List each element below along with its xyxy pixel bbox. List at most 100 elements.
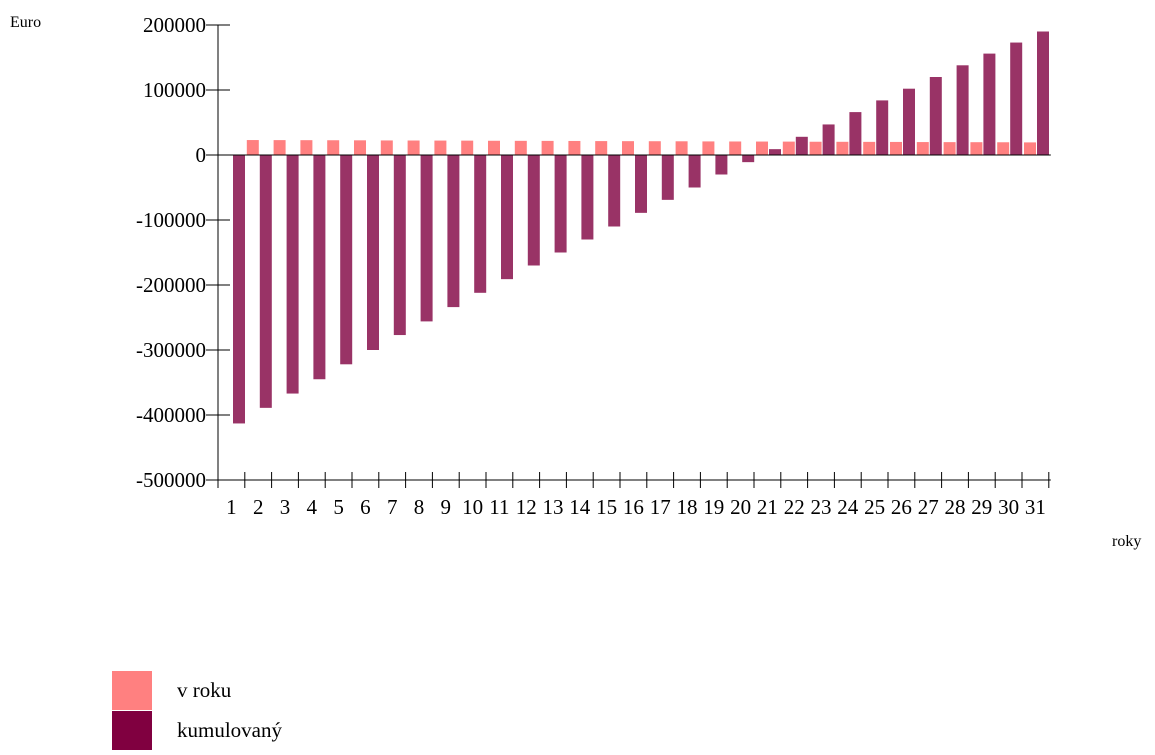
x-tick-label: 7 [387, 495, 398, 519]
legend-item-kumulovany: kumulovaný [112, 710, 282, 750]
bar-kumulovany-8 [420, 155, 433, 322]
bar-v-roku-21 [756, 141, 768, 155]
bar-v-roku-25 [863, 141, 876, 155]
bar-kumulovany-18 [688, 155, 701, 188]
bar-kumulovany-6 [367, 155, 379, 350]
legend-swatch-kumulovany [112, 710, 152, 750]
x-tick-label: 13 [543, 495, 564, 519]
y-tick-label: 0 [196, 143, 207, 167]
x-axis-label: roky [1112, 533, 1141, 550]
x-tick-label: 17 [650, 495, 671, 519]
legend-label-v-roku: v roku [177, 677, 232, 702]
bar-v-roku-23 [809, 141, 822, 155]
x-tick-label: 26 [891, 495, 912, 519]
x-tick-label: 20 [730, 495, 751, 519]
bar-kumulovany-16 [635, 155, 647, 213]
x-tick-label: 2 [253, 495, 264, 519]
bar-kumulovany-21 [769, 149, 781, 155]
bar-kumulovany-26 [903, 88, 915, 155]
bar-v-roku-16 [622, 141, 634, 155]
legend-label-kumulovany: kumulovaný [177, 717, 282, 742]
bar-v-roku-29 [970, 142, 983, 155]
x-tick-label: 27 [918, 495, 939, 519]
bar-kumulovany-14 [581, 155, 594, 240]
bar-kumulovany-30 [1010, 42, 1023, 155]
bar-v-roku-20 [729, 141, 742, 155]
bar-v-roku-18 [675, 141, 688, 155]
bar-kumulovany-25 [876, 100, 889, 155]
y-tick-label: -200000 [136, 273, 206, 297]
x-tick-label: 14 [569, 495, 591, 519]
bar-kumulovany-28 [956, 65, 969, 155]
bar-v-roku-7 [380, 140, 393, 155]
bar-kumulovany-2 [259, 155, 272, 408]
bar-kumulovany-23 [822, 124, 835, 155]
x-tick-label: 31 [1025, 495, 1046, 519]
bar-v-roku-2 [246, 140, 259, 155]
bar-kumulovany-20 [742, 155, 755, 163]
bar-v-roku-10 [461, 140, 474, 155]
legend-item-v-roku: v roku [112, 670, 282, 710]
bar-v-roku-11 [488, 140, 500, 155]
x-tick-label: 28 [945, 495, 966, 519]
x-tick-label: 29 [971, 495, 992, 519]
x-tick-label: 16 [623, 495, 644, 519]
x-tick-label: 3 [280, 495, 291, 519]
y-axis-label: Euro [10, 14, 41, 31]
y-tick-label: 100000 [143, 78, 206, 102]
legend-swatch-v-roku [112, 670, 152, 710]
bar-v-roku-12 [514, 140, 527, 155]
bar-kumulovany-12 [527, 155, 540, 266]
x-tick-label: 8 [414, 495, 425, 519]
bar-kumulovany-7 [393, 155, 406, 336]
bar-v-roku-15 [595, 141, 608, 155]
x-tick-label: 24 [837, 495, 859, 519]
x-tick-label: 25 [864, 495, 885, 519]
bar-v-roku-30 [997, 142, 1010, 155]
x-tick-label: 9 [441, 495, 452, 519]
y-tick-label: 200000 [143, 13, 206, 37]
x-tick-label: 18 [677, 495, 698, 519]
bar-kumulovany-22 [795, 136, 808, 155]
x-tick-label: 15 [596, 495, 617, 519]
y-tick-label: -500000 [136, 468, 206, 492]
bar-kumulovany-4 [313, 155, 326, 380]
bar-kumulovany-17 [661, 155, 674, 200]
bar-kumulovany-5 [340, 155, 353, 365]
y-tick-label: -100000 [136, 208, 206, 232]
bar-v-roku-13 [541, 140, 554, 155]
bar-kumulovany-3 [286, 155, 299, 394]
bar-v-roku-5 [327, 140, 340, 155]
x-tick-label: 1 [226, 495, 237, 519]
bar-v-roku-28 [943, 142, 956, 155]
bar-kumulovany-11 [501, 155, 513, 280]
x-tick-label: 23 [811, 495, 832, 519]
bar-v-roku-22 [782, 141, 795, 155]
y-tick-label: -400000 [136, 403, 206, 427]
x-tick-label: 21 [757, 495, 778, 519]
bar-kumulovany-10 [474, 155, 487, 293]
bar-kumulovany-31 [1037, 31, 1049, 155]
x-tick-label: 5 [333, 495, 344, 519]
x-tick-label: 19 [703, 495, 724, 519]
bar-kumulovany-27 [929, 77, 942, 155]
bar-v-roku-17 [648, 141, 661, 155]
x-tick-label: 10 [462, 495, 483, 519]
bar-v-roku-26 [890, 141, 902, 155]
bar-kumulovany-24 [849, 112, 862, 155]
x-tick-label: 12 [516, 495, 537, 519]
x-tick-label: 6 [360, 495, 371, 519]
bar-kumulovany-9 [447, 155, 460, 308]
bar-kumulovany-29 [983, 53, 996, 155]
bar-kumulovany-15 [608, 155, 621, 227]
bar-v-roku-9 [434, 140, 447, 155]
x-tick-label: 22 [784, 495, 805, 519]
bar-v-roku-19 [702, 141, 715, 155]
bar-kumulovany-13 [554, 155, 567, 253]
x-tick-label: 30 [998, 495, 1019, 519]
bar-v-roku-4 [300, 140, 313, 155]
bar-kumulovany-19 [715, 155, 728, 175]
y-tick-label: -300000 [136, 338, 206, 362]
bar-v-roku-27 [916, 142, 929, 155]
